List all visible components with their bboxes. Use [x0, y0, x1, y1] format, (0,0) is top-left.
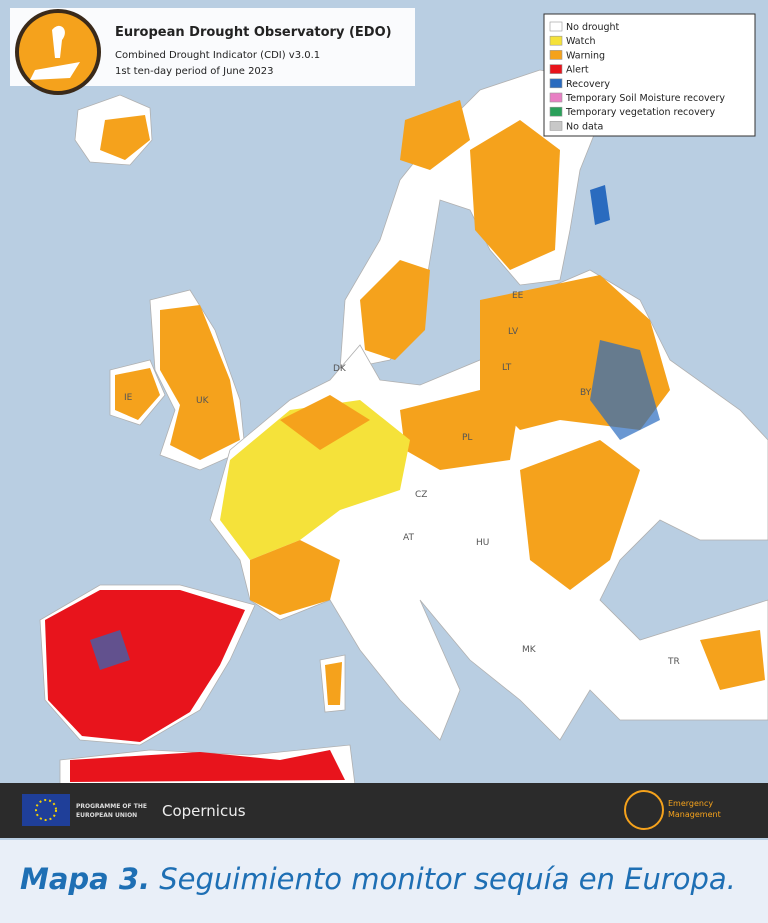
ems-logo: [624, 790, 664, 830]
legend: No drought Watch Warning Alert Recovery Tempo…: [543, 13, 756, 137]
footer-bar: [0, 783, 768, 838]
country-label: CZ: [415, 490, 427, 500]
caption-text: Seguimiento monitor sequía en Europa.: [159, 862, 736, 896]
legend-label: No drought: [566, 22, 620, 33]
legend-swatch: [549, 21, 563, 32]
country-label: HU: [476, 538, 489, 548]
subtitle: Combined Drought Indicator (CDI) v3.0.1: [115, 50, 320, 61]
eu-text: EUROPEAN UNION: [76, 812, 137, 819]
eu-text: PROGRAMME OF THE: [76, 803, 147, 810]
legend-swatch: [549, 121, 563, 131]
country-label: EE: [512, 291, 524, 301]
caption: Mapa 3. Seguimiento monitor sequía en Eu…: [20, 862, 736, 896]
copernicus: Copernicus: [162, 802, 246, 820]
title: European Drought Observatory (EDO): [115, 25, 392, 40]
ems-text: Management: [668, 810, 721, 819]
country-label: DK: [333, 364, 347, 374]
ems-text: Emergency: [668, 799, 713, 808]
legend-swatch: [549, 92, 563, 103]
country-label: LT: [502, 363, 512, 373]
legend-swatch: [549, 50, 563, 60]
legend-swatch: [549, 35, 563, 46]
logo-icon: [30, 25, 80, 80]
eu-stars: [35, 799, 57, 821]
country-label: MK: [522, 645, 537, 655]
country-label: LV: [508, 327, 519, 337]
legend-label: Warning: [566, 50, 605, 61]
legend-label: Temporary Soil Moisture recovery: [565, 93, 725, 104]
period: 1st ten-day period of June 2023: [115, 66, 274, 77]
legend-label: Temporary vegetation recovery: [565, 107, 715, 118]
legend-label: Watch: [566, 36, 596, 47]
legend-label: Recovery: [566, 79, 610, 90]
legend-swatch: [549, 106, 563, 117]
country-label: TR: [667, 657, 680, 667]
country-label: PL: [462, 433, 472, 443]
caption-number: Mapa 3.: [20, 862, 151, 896]
country-label: UK: [196, 396, 210, 406]
country-label: IE: [124, 393, 133, 403]
drought-areas: [45, 100, 765, 782]
eu-flag: [22, 794, 70, 826]
legend-label: No data: [566, 121, 603, 132]
legend-box: [543, 13, 756, 137]
country-label: BY: [580, 388, 592, 398]
legend-swatch: [549, 64, 563, 74]
map: IE UK DK EE LV LT BY PL CZ AT HU MK TR E…: [0, 0, 768, 840]
country-label: AT: [403, 533, 414, 543]
country-labels: IE UK DK EE LV LT BY PL CZ AT HU MK TR: [124, 291, 680, 667]
legend-swatch: [549, 78, 563, 89]
legend-label: Alert: [566, 65, 589, 76]
